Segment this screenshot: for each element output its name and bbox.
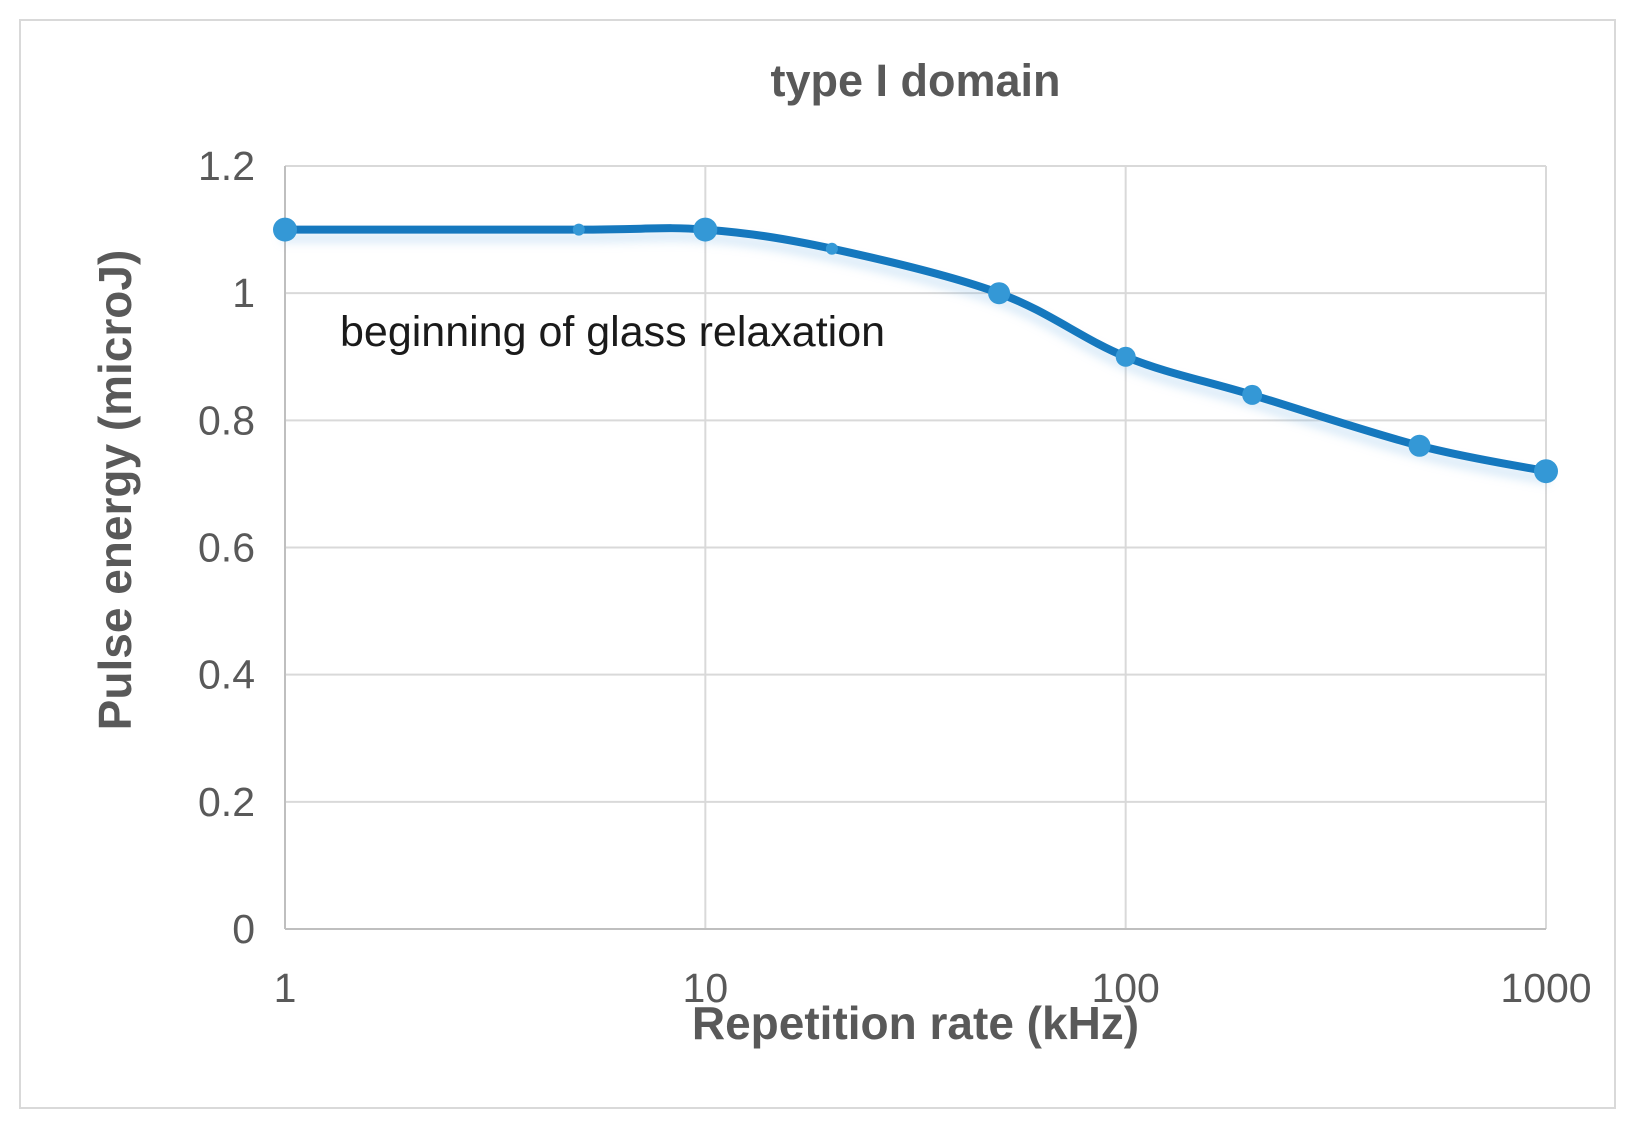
y-tick-label: 1.2 [198, 143, 255, 189]
tick-labels-layer: 0 0.2 0.4 0.6 0.8 1 1.2 1 10 100 1000 [198, 143, 1592, 1011]
data-point-marker [1242, 384, 1263, 405]
x-axis-title: Repetition rate (kHz) [691, 997, 1140, 1049]
y-tick-label: 0.6 [198, 525, 255, 571]
y-tick-label: 1 [232, 270, 255, 316]
data-series-layer [273, 217, 1558, 484]
y-tick-label: 0.4 [198, 652, 255, 698]
y-tick-label: 0.8 [198, 397, 255, 443]
data-point-marker [693, 217, 718, 242]
x-tick-label: 100 [1091, 965, 1159, 1011]
data-point-marker [572, 223, 585, 236]
gridlines-layer [284, 165, 1547, 930]
data-point-marker [1534, 459, 1558, 484]
x-tick-label: 10 [683, 965, 729, 1011]
data-point-marker [273, 217, 297, 242]
y-tick-label: 0 [232, 906, 255, 952]
data-point-marker [988, 282, 1011, 305]
data-point-marker [825, 242, 838, 255]
x-tick-label: 1 [274, 965, 297, 1011]
x-tick-label: 1000 [1500, 965, 1591, 1011]
y-axis-title: Pulse energy (microJ) [89, 249, 141, 731]
axes-layer [284, 166, 1546, 930]
data-point-marker [1115, 346, 1136, 367]
chart-title: type I domain [770, 55, 1061, 106]
data-point-marker [1408, 434, 1431, 457]
y-tick-label: 0.2 [198, 779, 255, 825]
annotation-text: beginning of glass relaxation [340, 308, 886, 356]
